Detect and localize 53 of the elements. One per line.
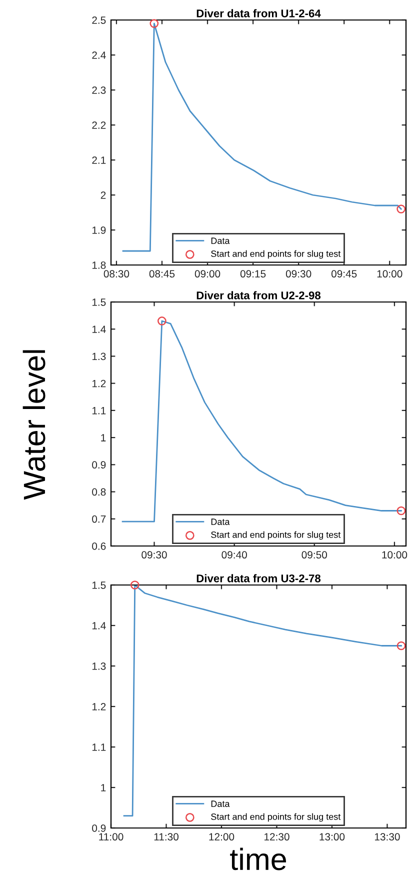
x-tick-label: 12:00 [209,833,234,841]
y-tick-label: 1.8 [92,262,106,269]
chart-title: Diver data from U1-2-64 [196,9,321,18]
legend-label: Start and end points for slug test [211,531,341,540]
y-tick-label: 1.3 [92,662,106,670]
y-tick-label: 1.4 [92,326,106,333]
chart-title: Diver data from U3-2-78 [196,574,321,582]
x-tick-label: 09:45 [331,270,357,278]
x-tick-label: 11:00 [99,833,124,841]
x-tick-label: 09:50 [302,551,328,559]
y-tick-label: 1 [101,784,106,792]
x-tick-label: 11:30 [154,833,178,841]
y-tick-label: 0.9 [92,461,106,469]
legend-label: Data [211,518,230,525]
y-tick-label: 2.2 [92,122,106,129]
y-tick-label: 1 [101,434,106,442]
y-tick-label: 2.1 [92,156,106,164]
legend-label: Start and end points for slug test [211,813,341,822]
y-tick-label: 2.4 [92,52,106,59]
x-tick-label: 09:00 [194,270,220,278]
x-tick-label: 13:30 [374,833,400,841]
y-tick-label: 1.9 [92,226,106,234]
y-tick-label: 2.5 [92,16,106,24]
legend-label: Data [211,238,230,244]
x-tick-label: 13:00 [320,833,345,841]
y-tick-label: 0.6 [92,542,106,550]
y-tick-label: 0.7 [92,515,106,523]
y-axis-title: Water level [22,350,46,500]
y-tick-label: 2 [100,192,106,199]
x-tick-label: 09:30 [142,551,167,559]
y-tick-label: 2.3 [92,86,106,94]
y-tick-label: 1.2 [92,703,106,710]
y-tick-label: 1.4 [92,622,106,630]
y-tick-label: 1.5 [92,582,106,589]
legend-label: Data [211,800,230,807]
x-tick-label: 10:00 [377,270,402,278]
x-tick-label: 09:15 [240,270,266,278]
x-tick-label: 12:30 [264,833,290,841]
x-tick-label: 09:30 [286,270,312,278]
y-tick-label: 1.3 [92,352,106,360]
y-tick-label: 1.5 [92,298,106,306]
x-tick-label: 09:40 [222,551,247,559]
y-tick-label: 1.2 [92,380,106,388]
legend-label: Start and end points for slug test [211,250,341,259]
y-tick-label: 0.9 [92,824,106,832]
x-tick-label: 08:45 [149,270,175,278]
y-tick-label: 1.1 [92,407,106,414]
y-tick-label: 1.1 [92,744,106,751]
chart-title: Diver data from U2-2-98 [196,291,321,300]
x-axis-title: time [230,848,286,870]
x-tick-label: 08:30 [104,270,130,278]
x-tick-label: 10:00 [382,551,408,559]
y-tick-label: 0.8 [92,488,106,496]
